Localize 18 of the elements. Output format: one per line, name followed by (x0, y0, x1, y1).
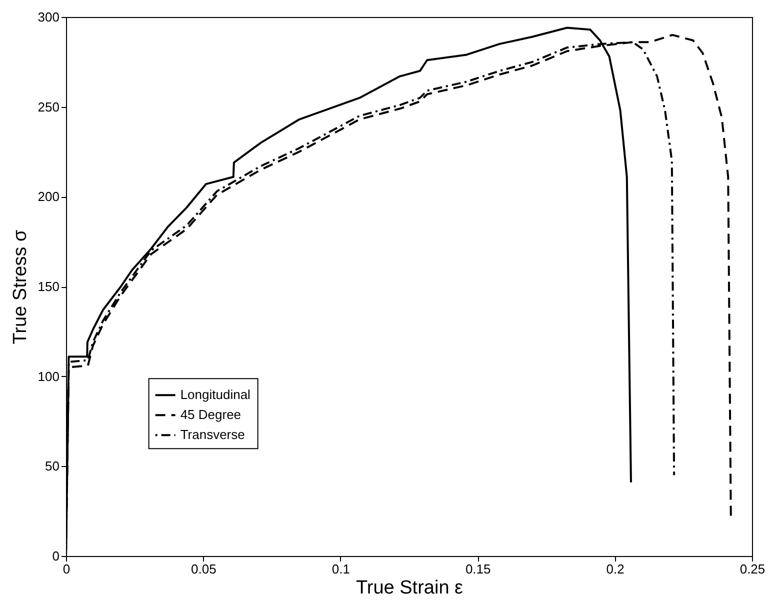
x-tick-label: 0.05 (191, 562, 216, 576)
x-tick-label: 0.2 (606, 562, 624, 576)
y-tick-label: 250 (38, 99, 60, 114)
y-tick-label: 100 (38, 368, 60, 384)
x-tick-label: 0.15 (465, 562, 491, 576)
x-tick-label: 0.1 (332, 562, 350, 576)
legend-label: 45 Degree (180, 407, 242, 422)
x-tick-label: 0.25 (740, 562, 766, 576)
x-tick-label: 0 (62, 562, 70, 576)
y-tick-label: 0 (52, 548, 60, 564)
y-tick-label: 150 (38, 279, 60, 294)
legend-label: Transverse (180, 427, 245, 442)
y-tick-label: 50 (45, 458, 60, 474)
legend-label: Longitudinal (180, 387, 251, 402)
x-axis-title: True Strain ε (356, 578, 464, 598)
y-tick-label: 200 (38, 189, 60, 204)
y-tick-label: 300 (38, 10, 60, 24)
y-axis-title: True Stress σ (10, 229, 31, 344)
